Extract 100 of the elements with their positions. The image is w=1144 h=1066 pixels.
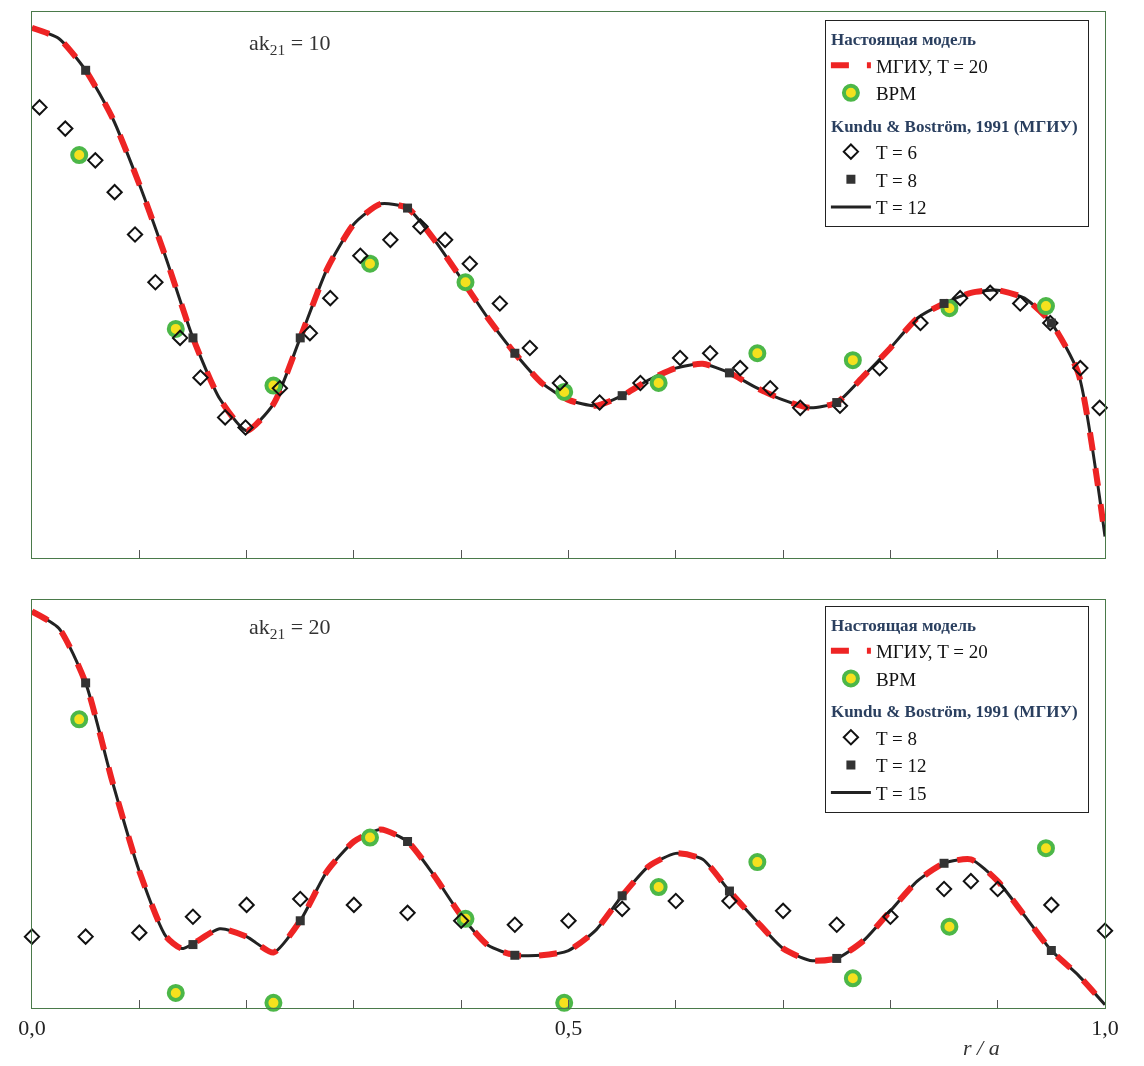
point bbox=[560, 912, 577, 929]
point bbox=[989, 880, 1006, 898]
point bbox=[952, 290, 969, 307]
point bbox=[31, 99, 48, 116]
point bbox=[617, 391, 627, 401]
point bbox=[701, 345, 719, 362]
annotation: ak$_{21}$ = 20 bbox=[249, 614, 331, 642]
point bbox=[1036, 839, 1055, 858]
point bbox=[237, 419, 254, 436]
point bbox=[216, 409, 234, 426]
point bbox=[345, 896, 363, 914]
point bbox=[491, 295, 508, 312]
point bbox=[238, 896, 255, 914]
point bbox=[962, 872, 980, 890]
point bbox=[1096, 922, 1114, 939]
point bbox=[632, 374, 649, 392]
point bbox=[551, 374, 569, 392]
legend-label: BPM bbox=[875, 668, 917, 690]
annotation: Kundu & Boström, 1991 (МГИУ) bbox=[830, 116, 1078, 136]
point bbox=[748, 344, 767, 363]
point bbox=[555, 993, 574, 1012]
point bbox=[792, 399, 809, 416]
point bbox=[264, 993, 283, 1012]
point bbox=[87, 152, 104, 169]
point bbox=[70, 146, 89, 165]
annotation: ak$_{21}$ = 10 bbox=[249, 30, 331, 58]
point bbox=[982, 284, 999, 301]
legend-label: T = 15 bbox=[875, 783, 927, 805]
point bbox=[456, 273, 475, 292]
x-tick-label: 0,5 bbox=[554, 1015, 583, 1041]
legend-title: Настоящая модель bbox=[830, 30, 977, 50]
point bbox=[301, 324, 319, 342]
point bbox=[935, 880, 953, 898]
x-tick-label: 1,0 bbox=[1091, 1015, 1119, 1041]
point bbox=[1036, 297, 1055, 316]
point bbox=[382, 231, 399, 249]
point bbox=[81, 678, 91, 688]
point bbox=[724, 886, 734, 896]
point bbox=[399, 904, 416, 921]
point bbox=[126, 226, 144, 243]
point bbox=[57, 120, 74, 137]
point bbox=[506, 916, 523, 933]
point bbox=[591, 394, 608, 411]
point bbox=[831, 397, 849, 414]
point bbox=[188, 333, 198, 343]
point bbox=[295, 916, 305, 926]
point bbox=[521, 339, 539, 357]
point bbox=[403, 836, 413, 846]
legend-label: T = 8 bbox=[875, 727, 917, 749]
point bbox=[667, 892, 684, 910]
point bbox=[614, 900, 631, 918]
point bbox=[882, 908, 899, 925]
point bbox=[724, 368, 734, 378]
legend-title: Настоящая модель bbox=[830, 615, 977, 635]
point bbox=[732, 359, 749, 377]
point bbox=[131, 924, 148, 941]
point bbox=[166, 983, 185, 1002]
legend-label: МГИУ, T = 20 bbox=[875, 55, 988, 77]
point bbox=[81, 65, 91, 75]
point bbox=[649, 878, 668, 897]
point bbox=[912, 314, 929, 332]
point bbox=[171, 329, 189, 347]
point bbox=[1072, 359, 1089, 377]
point bbox=[939, 858, 949, 868]
point bbox=[192, 369, 209, 386]
legend-label: МГИУ, T = 20 bbox=[875, 641, 988, 663]
point bbox=[828, 916, 845, 933]
point bbox=[271, 380, 289, 397]
point bbox=[939, 298, 949, 308]
point bbox=[361, 254, 379, 273]
point bbox=[295, 333, 305, 343]
point bbox=[352, 247, 369, 264]
legend-label: BPM bbox=[875, 83, 917, 105]
point bbox=[1042, 314, 1059, 332]
point bbox=[774, 902, 792, 920]
point bbox=[1091, 399, 1108, 416]
point bbox=[188, 940, 198, 950]
x-axis-title: r / a bbox=[963, 1035, 1000, 1060]
point bbox=[292, 890, 309, 908]
point bbox=[510, 348, 520, 358]
point bbox=[649, 373, 668, 392]
point bbox=[106, 184, 123, 201]
point bbox=[361, 828, 379, 847]
point bbox=[436, 231, 454, 249]
point bbox=[510, 950, 520, 960]
legend-label: T = 12 bbox=[875, 755, 927, 777]
point bbox=[147, 274, 164, 291]
point bbox=[832, 953, 842, 963]
legend-label: T = 8 bbox=[875, 169, 917, 191]
point bbox=[843, 351, 862, 370]
legend-label: T = 6 bbox=[875, 142, 917, 164]
point bbox=[748, 853, 767, 872]
point bbox=[762, 380, 779, 397]
annotation: Kundu & Boström, 1991 (МГИУ) bbox=[830, 702, 1078, 722]
point bbox=[412, 218, 429, 235]
legend-label: T = 12 bbox=[875, 197, 927, 219]
point bbox=[940, 917, 959, 936]
point bbox=[843, 969, 862, 988]
point bbox=[671, 349, 689, 367]
point bbox=[453, 912, 470, 929]
